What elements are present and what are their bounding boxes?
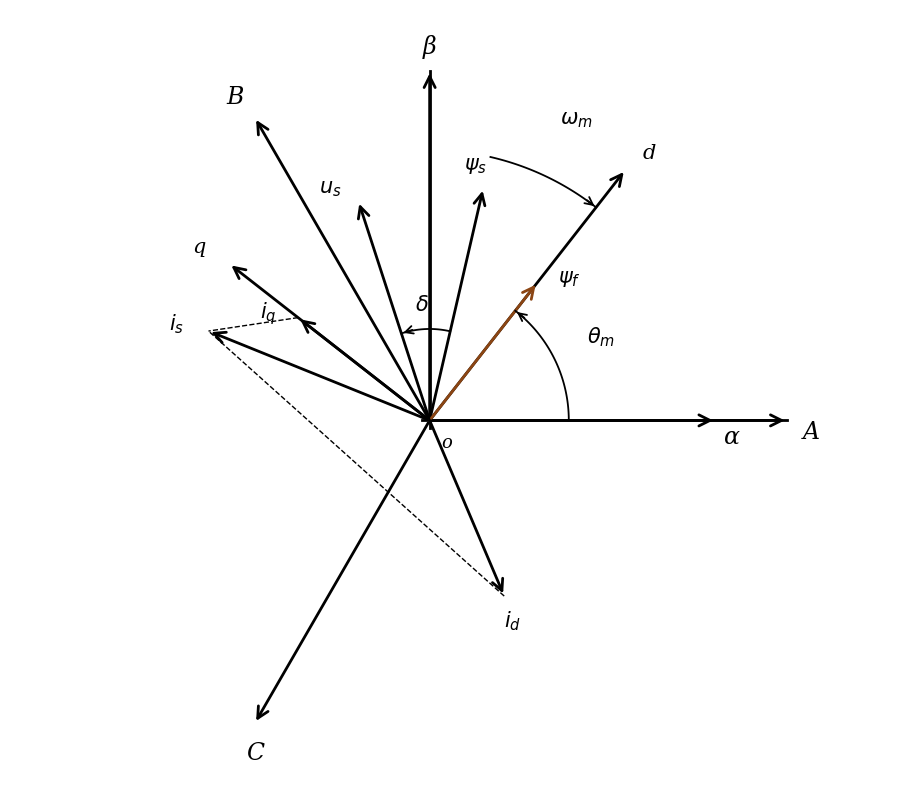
Text: $u_s$: $u_s$ bbox=[319, 180, 342, 199]
Text: $\delta$: $\delta$ bbox=[414, 295, 428, 316]
Text: A: A bbox=[803, 421, 820, 444]
Text: d: d bbox=[643, 144, 656, 163]
Text: $i_q$: $i_q$ bbox=[259, 300, 276, 327]
Text: B: B bbox=[226, 86, 244, 109]
Text: $i_d$: $i_d$ bbox=[503, 610, 521, 633]
Text: α: α bbox=[724, 426, 740, 449]
Text: $\omega_m$: $\omega_m$ bbox=[560, 111, 592, 130]
Text: $\psi_s$: $\psi_s$ bbox=[463, 155, 487, 176]
Text: q: q bbox=[192, 239, 206, 257]
Text: β: β bbox=[423, 35, 436, 59]
Text: o: o bbox=[442, 434, 453, 451]
Text: C: C bbox=[246, 742, 264, 765]
Text: $\psi_f$: $\psi_f$ bbox=[558, 269, 580, 289]
Text: $i_s$: $i_s$ bbox=[169, 313, 184, 337]
Text: $\theta_m$: $\theta_m$ bbox=[587, 325, 615, 349]
